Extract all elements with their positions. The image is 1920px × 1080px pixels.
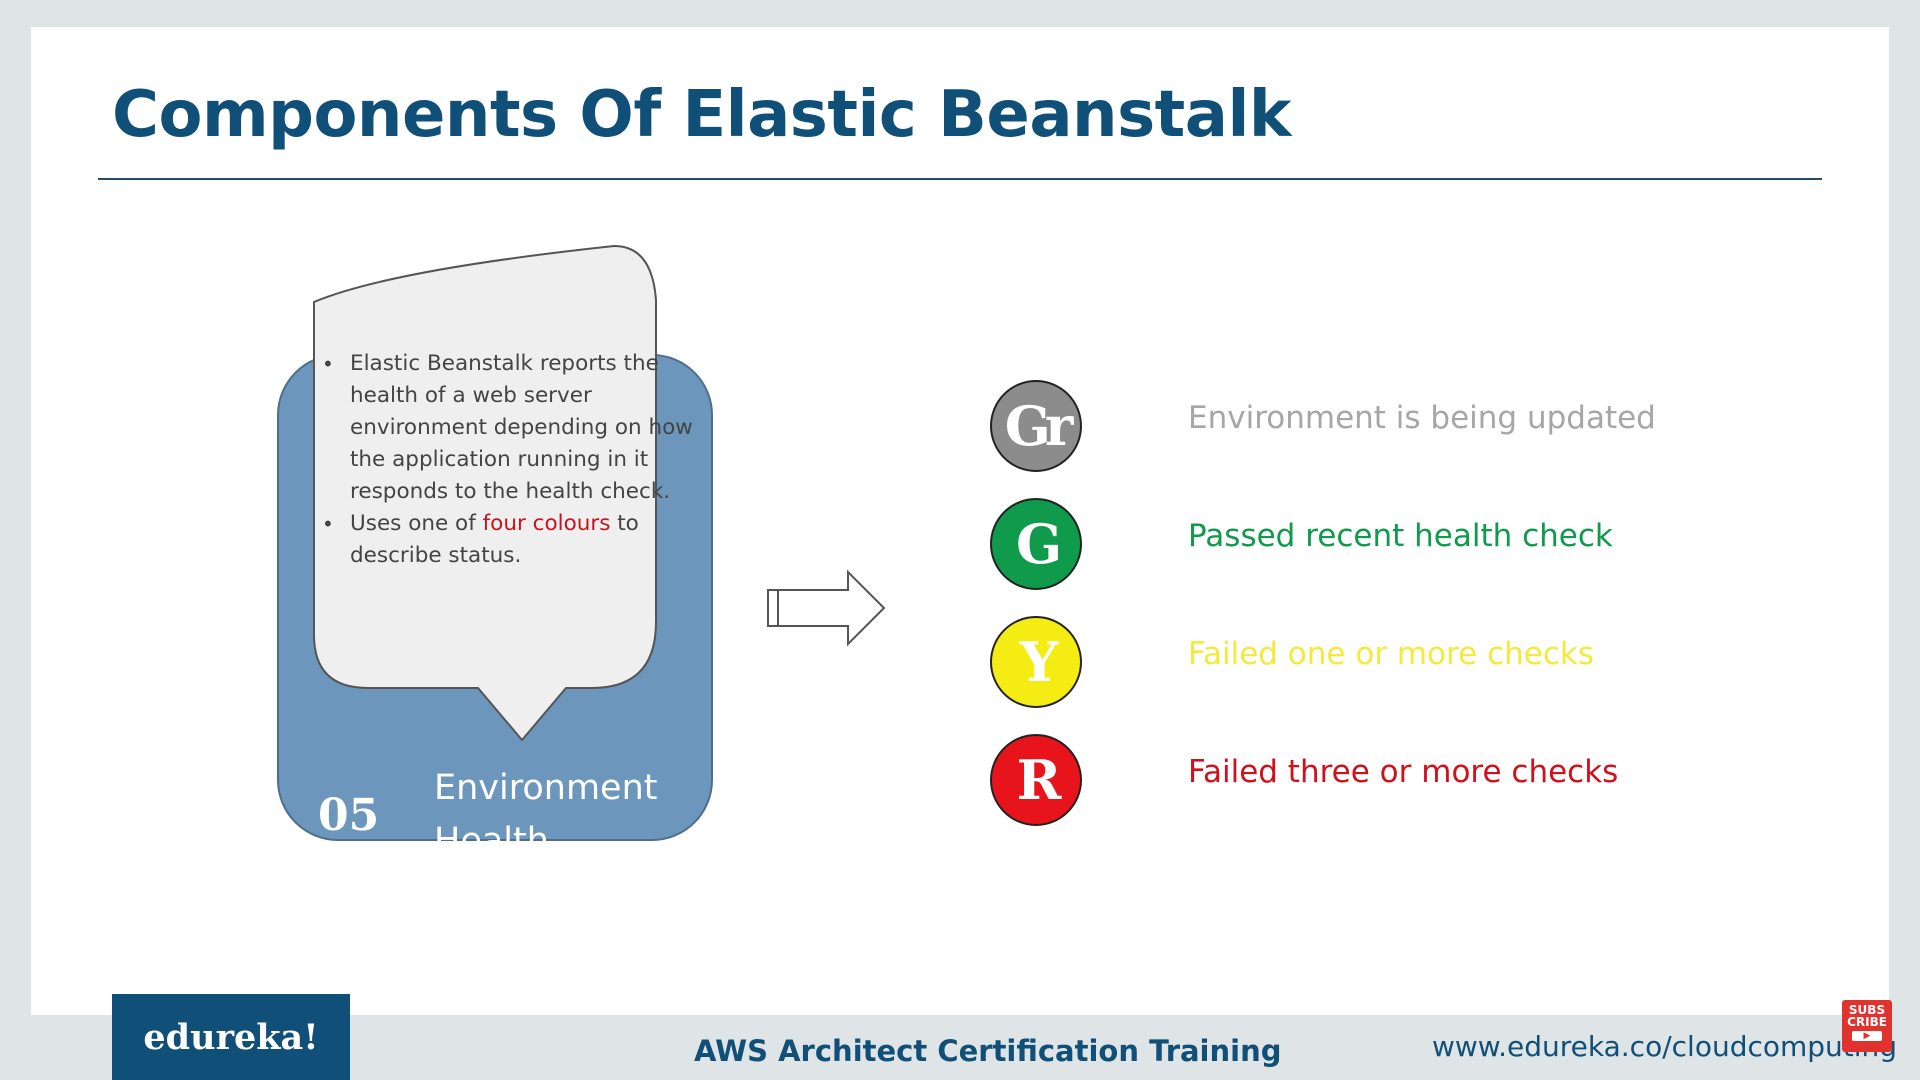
green-status-icon: G [990, 498, 1082, 590]
course-title: AWS Architect Certification Training [694, 1034, 1282, 1068]
subscribe-badge-icon[interactable]: SUBS CRIBE ▶ [1842, 1000, 1892, 1052]
card-label: Environment Health [434, 768, 658, 861]
card-number: 05 [318, 790, 380, 841]
status-description: Environment is being updated [1188, 400, 1656, 436]
slide-title: Components Of Elastic Beanstalk [112, 78, 1291, 152]
subscribe-line-2: CRIBE [1847, 1015, 1887, 1029]
bullet-text: to describe status. [350, 511, 639, 568]
status-description: Failed three or more checks [1188, 754, 1619, 790]
status-row-yellow: Y Failed one or more checks [990, 616, 1850, 712]
right-arrow-icon [767, 569, 886, 647]
bullet-item: Uses one of four colours to describe sta… [322, 508, 698, 572]
title-divider [98, 178, 1822, 180]
status-row-green: G Passed recent health check [990, 498, 1850, 594]
edureka-logo: edureka! [112, 994, 350, 1080]
status-row-red: R Failed three or more checks [990, 734, 1850, 830]
status-description: Passed recent health check [1188, 518, 1613, 554]
bullet-item: Elastic Beanstalk reports the health of … [322, 348, 698, 508]
logo-text: edureka! [143, 1016, 319, 1058]
card-bullet-list: Elastic Beanstalk reports the health of … [320, 348, 698, 572]
highlight-text: four colours [482, 511, 611, 536]
red-status-icon: R [990, 734, 1082, 826]
play-icon: ▶ [1852, 1031, 1882, 1041]
bullet-text: Uses one of [350, 511, 483, 536]
bullet-text: Elastic Beanstalk reports the health of … [350, 351, 693, 504]
status-row-grey: Gr Environment is being updated [990, 380, 1850, 476]
yellow-status-icon: Y [990, 616, 1082, 708]
subscribe-line-1: SUBS [1848, 1003, 1886, 1017]
grey-status-icon: Gr [990, 380, 1082, 472]
website-url[interactable]: www.edureka.co/cloudcomputing [1432, 1030, 1898, 1063]
status-description: Failed one or more checks [1188, 636, 1594, 672]
